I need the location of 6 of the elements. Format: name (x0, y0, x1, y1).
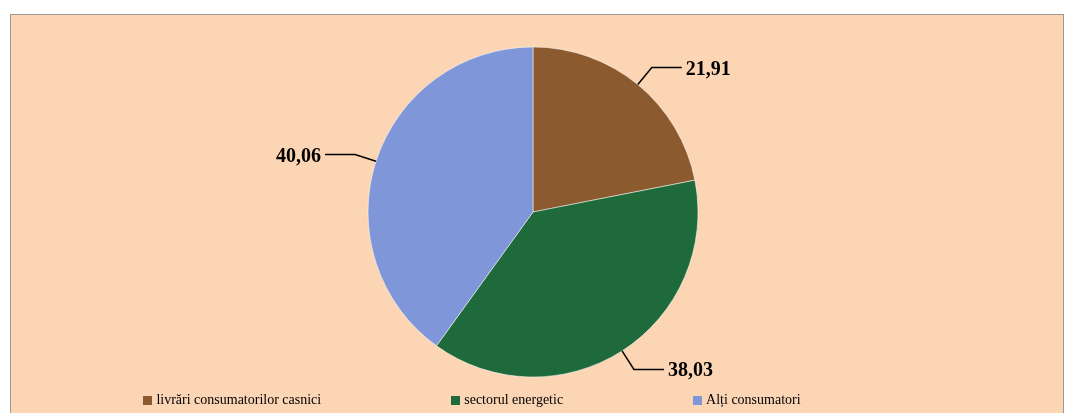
data-label: 40,06 (276, 143, 322, 166)
legend-label: livrări consumatorilor casnici (156, 392, 322, 407)
data-label: 21,91 (685, 56, 731, 79)
legend-label: sectorul energetic (464, 392, 564, 407)
legend-label: Alți consumatori (706, 392, 801, 407)
data-label: 38,03 (667, 358, 713, 381)
